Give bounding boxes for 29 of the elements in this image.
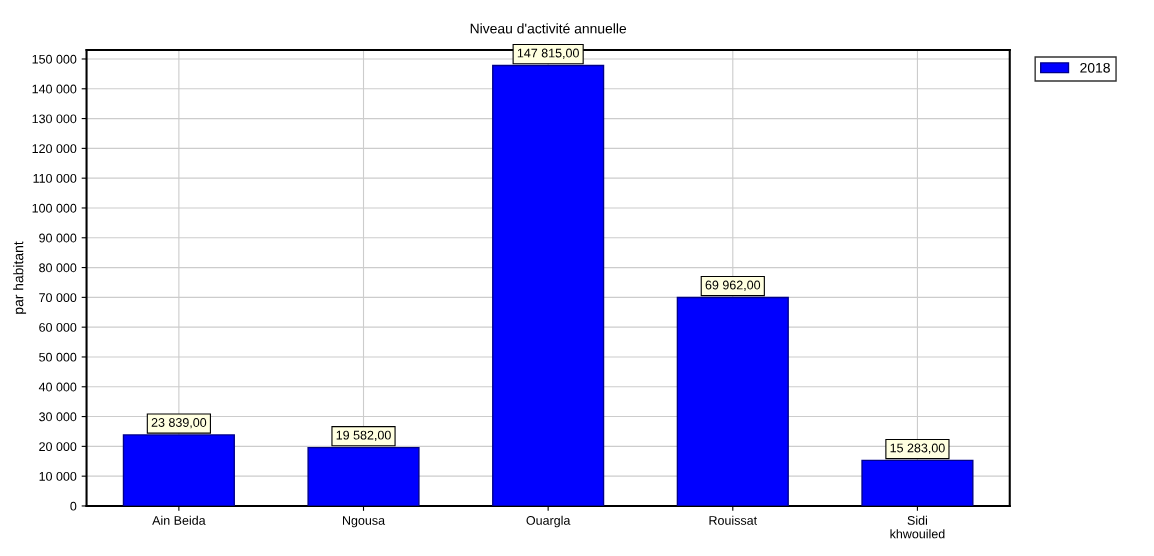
y-tick-label: 40 000 [38, 382, 77, 392]
y-axis-title: par habitant [13, 241, 27, 314]
y-tick-label: 110 000 [33, 173, 77, 183]
x-tick-label: Sidi khwouiled [890, 515, 945, 539]
y-tick-label: 80 000 [39, 263, 77, 273]
y-tick-label: 30 000 [39, 412, 77, 422]
y-tick-label: 90 000 [39, 233, 77, 243]
data-label: 147 815,00 [517, 48, 579, 59]
y-tick-label: 60 000 [39, 322, 77, 332]
data-label: 15 283,00 [890, 443, 945, 454]
y-tick-label: 150 000 [32, 54, 77, 64]
x-tick-label: Ngousa [342, 516, 386, 528]
data-label: 69 962,00 [705, 280, 761, 291]
y-tick-label: 20 000 [39, 442, 77, 452]
y-tick-label: 140 000 [32, 84, 77, 94]
data-label: 19 582,00 [336, 430, 391, 442]
y-tick-label: 50 000 [39, 352, 77, 362]
x-tick-label: Ain Beida [152, 515, 206, 525]
x-tick-label: Ouargla [526, 515, 571, 528]
x-tick-label: Rouissat [709, 515, 758, 525]
y-tick-label: 10 000 [39, 471, 77, 481]
y-tick-label: 100 000 [32, 203, 77, 213]
y-tick-label: 120 000 [32, 144, 77, 154]
data-label: 23 839,00 [151, 418, 207, 429]
y-tick-label: 0 [70, 501, 77, 511]
chart-title: Niveau d'activité annuelle [470, 23, 627, 34]
y-tick-label: 70 000 [39, 293, 77, 303]
legend-label: 2018 [1080, 62, 1110, 73]
y-tick-label: 130 000 [32, 114, 77, 124]
